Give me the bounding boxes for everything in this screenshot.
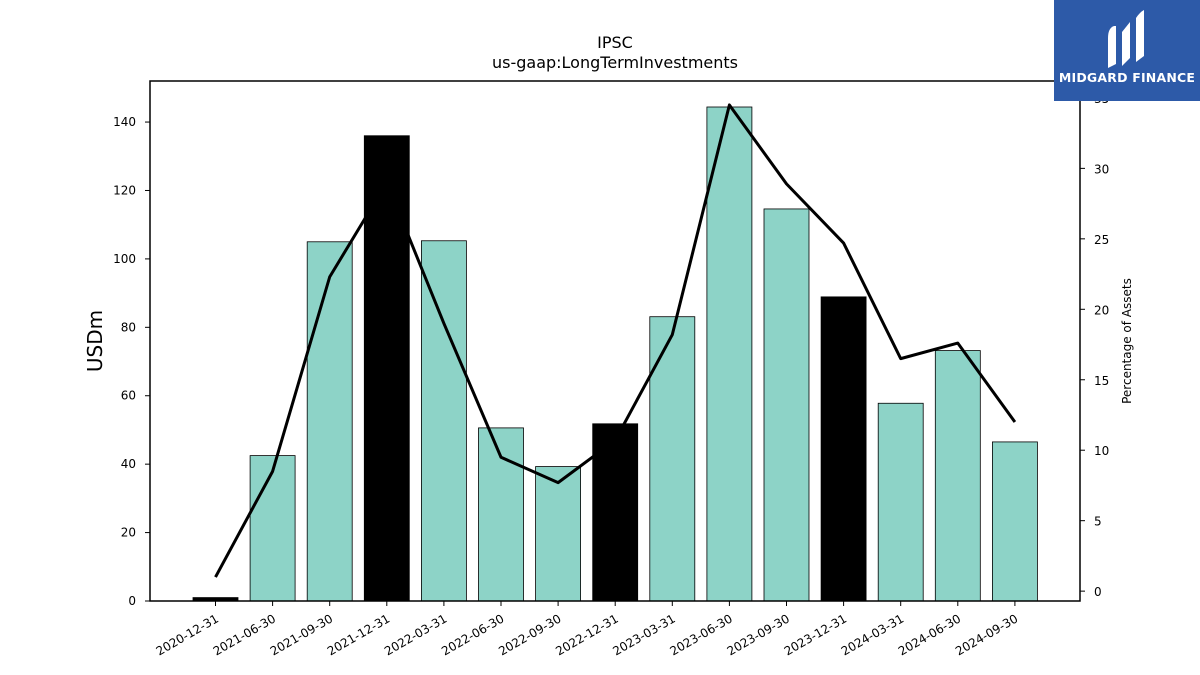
bar-2021-12-31 bbox=[363, 135, 410, 602]
x-tick-label: 2020-12-31 bbox=[154, 611, 221, 658]
x-tick-label: 2023-09-30 bbox=[725, 611, 792, 658]
x-tick-label: 2023-03-31 bbox=[610, 611, 677, 658]
x-tick-label: 2021-12-31 bbox=[325, 611, 392, 658]
y-tick-label: 60 bbox=[121, 389, 136, 403]
x-tick-label: 2022-09-30 bbox=[496, 611, 563, 658]
y-tick-label: 20 bbox=[121, 526, 136, 540]
y-tick-label: 0 bbox=[128, 594, 136, 608]
y2-tick-label: 10 bbox=[1094, 444, 1109, 458]
bar-2022-06-30 bbox=[478, 427, 524, 602]
y-tick-label: 80 bbox=[121, 320, 136, 334]
x-tick-label: 2022-06-30 bbox=[439, 611, 506, 658]
x-tick-label: 2021-06-30 bbox=[211, 611, 278, 658]
plot-frame bbox=[149, 80, 1081, 602]
bar-2023-03-31 bbox=[649, 316, 696, 602]
y2-axis-label: Percentage of Assets bbox=[1120, 278, 1134, 404]
x-tick-label: 2022-03-31 bbox=[382, 611, 449, 658]
logo-text: MIDGARD FINANCE bbox=[1058, 70, 1196, 85]
y-axis-label: USDm bbox=[83, 310, 107, 372]
logo-mark-icon bbox=[1108, 10, 1144, 68]
y-tick-label: 120 bbox=[113, 183, 136, 197]
y2-tick-label: 15 bbox=[1094, 374, 1109, 388]
bars-group bbox=[192, 106, 1038, 602]
bar-2022-03-31 bbox=[420, 240, 467, 602]
bar-2023-12-31 bbox=[820, 296, 867, 602]
y2-tick-label: 30 bbox=[1094, 162, 1109, 176]
y-tick-label: 100 bbox=[113, 252, 136, 266]
x-tick-label: 2021-09-30 bbox=[268, 611, 335, 658]
line-group bbox=[214, 103, 1017, 578]
bar-2021-06-30 bbox=[249, 455, 296, 602]
x-tick-label: 2024-03-31 bbox=[839, 611, 906, 658]
x-tick-label: 2024-09-30 bbox=[953, 611, 1020, 658]
bar-2021-09-30 bbox=[306, 241, 353, 602]
y-tick-label: 40 bbox=[121, 457, 136, 471]
bar-2023-06-30 bbox=[706, 106, 753, 602]
y-tick-label: 140 bbox=[113, 115, 136, 129]
logo: MIDGARD FINANCE bbox=[1054, 0, 1200, 101]
y2-tick-label: 5 bbox=[1094, 515, 1102, 529]
y2-tick-label: 0 bbox=[1094, 585, 1102, 599]
bar-2022-09-30 bbox=[535, 466, 581, 602]
y2-tick-label: 25 bbox=[1094, 233, 1109, 247]
bar-2024-09-30 bbox=[992, 441, 1038, 602]
x-tick-label: 2023-06-30 bbox=[667, 611, 734, 658]
x-tick-label: 2023-12-31 bbox=[782, 611, 849, 658]
x-tick-label: 2022-12-31 bbox=[553, 611, 620, 658]
bar-2024-03-31 bbox=[877, 402, 924, 602]
x-tick-label: 2024-06-30 bbox=[896, 611, 963, 658]
bar-2024-06-30 bbox=[934, 350, 981, 602]
bar-2023-09-30 bbox=[763, 208, 810, 602]
chart-title: IPSC bbox=[597, 33, 633, 52]
y2-tick-label: 20 bbox=[1094, 303, 1109, 317]
chart-subtitle: us-gaap:LongTermInvestments bbox=[492, 53, 738, 72]
